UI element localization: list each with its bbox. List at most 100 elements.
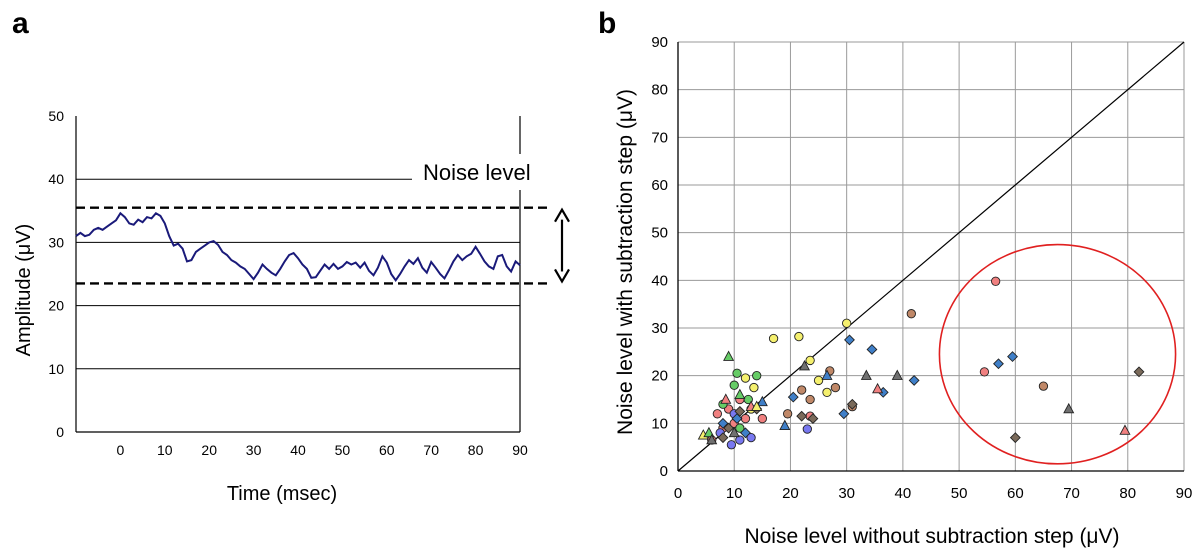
scatter-point-diamond	[807, 413, 819, 425]
x-tick-label: 70	[1063, 485, 1080, 502]
chart-b-x-ticks: 0 10 20 30 40 50 60 70 80 90	[674, 485, 1193, 502]
x-tick-label: 90	[1176, 485, 1193, 502]
scatter-point-triangle	[720, 393, 732, 404]
chart-b-y-ticks: 0 10 20 30 40 50 60 70 80 90	[651, 34, 668, 480]
scatter-point-triangle	[734, 388, 746, 399]
scatter-point-circle	[797, 385, 807, 395]
y-tick-label: 80	[651, 82, 668, 99]
scatter-point-circle	[712, 409, 723, 419]
x-tick-label: 10	[726, 485, 743, 502]
scatter-point-triangle	[756, 395, 768, 407]
scatter-point-circle	[782, 409, 793, 419]
scatter-point-diamond	[731, 413, 743, 425]
chart-a: 0 10 20 30 40 50 60 70 80 90 0 10 20 30 40 50 Noise le…	[13, 108, 570, 505]
scatter-point-circle	[979, 367, 990, 377]
chart-a-series	[75, 211, 521, 283]
highlight-circle	[938, 243, 1177, 465]
scatter-point-diamond	[734, 405, 746, 417]
scatter-point-circle	[746, 432, 756, 443]
x-tick-label: 50	[951, 485, 968, 502]
scatter-point-triangle	[860, 369, 872, 380]
y-tick-label: 30	[651, 320, 668, 337]
chart-a-y-axis-title: Amplitude (μV)	[13, 224, 35, 357]
scatter-point-circle	[732, 368, 742, 378]
scatter-point-diamond	[838, 408, 850, 420]
scatter-point-diamond	[908, 374, 920, 386]
y-tick-label: 10	[48, 361, 64, 377]
scatter-point-circle	[726, 440, 737, 450]
scatter-point-circle	[794, 331, 804, 342]
scatter-point-diamond	[1133, 366, 1145, 378]
y-tick-label: 0	[56, 424, 64, 440]
highlight-ellipse	[938, 243, 1177, 465]
x-tick-label: 0	[117, 442, 125, 458]
y-tick-label: 50	[48, 108, 64, 124]
y-tick-label: 40	[48, 171, 64, 187]
noise-level-annotation: Noise level	[423, 160, 531, 185]
scatter-point-circle	[813, 375, 824, 386]
chart-b-axes	[677, 42, 1184, 472]
x-tick-label: 10	[157, 442, 173, 458]
scatter-point-circle	[768, 333, 779, 344]
scatter-point-circle	[729, 380, 739, 390]
scatter-point-circle	[752, 371, 762, 381]
amplitude-trace	[75, 211, 521, 283]
scatter-point-triangle	[723, 350, 735, 361]
x-tick-label: 0	[674, 485, 682, 502]
scatter-point-circle	[805, 394, 815, 405]
y-tick-label: 20	[48, 298, 64, 314]
y-tick-label: 90	[651, 34, 668, 51]
scatter-point-circle	[842, 318, 852, 328]
chart-a-x-axis-title: Time (msec)	[227, 483, 337, 505]
x-tick-label: 30	[838, 485, 855, 502]
x-tick-label: 40	[895, 485, 912, 502]
scatter-point-circle	[735, 435, 745, 445]
panel-a-label: a	[12, 7, 29, 40]
scatter-point-triangle	[706, 433, 718, 445]
x-tick-label: 30	[246, 442, 262, 458]
scatter-point-circle	[749, 382, 759, 393]
scatter-point-circle	[830, 382, 841, 393]
noise-band	[76, 206, 548, 285]
scatter-point-triangle	[1119, 424, 1131, 435]
scatter-point-diamond	[1009, 432, 1021, 444]
scatter-point-circle	[802, 424, 812, 434]
scatter-point-diamond	[717, 432, 729, 444]
scatter-point-diamond	[846, 398, 858, 410]
x-tick-label: 60	[1007, 485, 1024, 502]
scatter-point-circle	[805, 355, 815, 366]
scatter-point-circle	[822, 387, 832, 397]
x-tick-label: 80	[468, 442, 484, 458]
scatter-point-triangle	[1063, 402, 1075, 414]
scatter-point-triangle	[872, 382, 884, 394]
y-tick-label: 60	[651, 177, 668, 194]
scatter-point-diamond	[796, 410, 808, 422]
scatter-point-triangle	[798, 359, 811, 371]
scatter-point-triangle	[728, 426, 740, 438]
scatter-point-diamond	[740, 427, 751, 439]
chart-a-y-ticks: 0 10 20 30 40 50	[48, 108, 64, 440]
y-tick-label: 50	[651, 225, 668, 242]
x-tick-label: 90	[512, 442, 528, 458]
scatter-point-circle	[740, 413, 751, 424]
scatter-point-triangle	[821, 369, 833, 380]
chart-b-x-axis-title: Noise level without subtraction step (μV…	[744, 525, 1119, 548]
scatter-point-diamond	[993, 358, 1004, 370]
chart-a-x-ticks: 0 10 20 30 40 50 60 70 80 90	[117, 442, 528, 458]
scatter-point-circle	[1038, 381, 1049, 391]
y-tick-label: 0	[660, 463, 668, 480]
scatter-point-triangle	[751, 400, 763, 411]
y-tick-label: 20	[651, 368, 668, 385]
x-tick-label: 60	[379, 442, 395, 458]
chart-b-points	[697, 276, 1145, 450]
scatter-point-diamond	[787, 391, 799, 403]
y-tick-label: 30	[48, 234, 64, 250]
scatter-point-diamond	[723, 422, 735, 434]
scatter-point-triangle	[891, 369, 903, 380]
x-tick-label: 20	[201, 442, 217, 458]
scatter-point-diamond	[717, 417, 729, 429]
x-tick-label: 80	[1119, 485, 1136, 502]
x-tick-label: 40	[290, 442, 306, 458]
scatter-point-circle	[991, 276, 1001, 286]
